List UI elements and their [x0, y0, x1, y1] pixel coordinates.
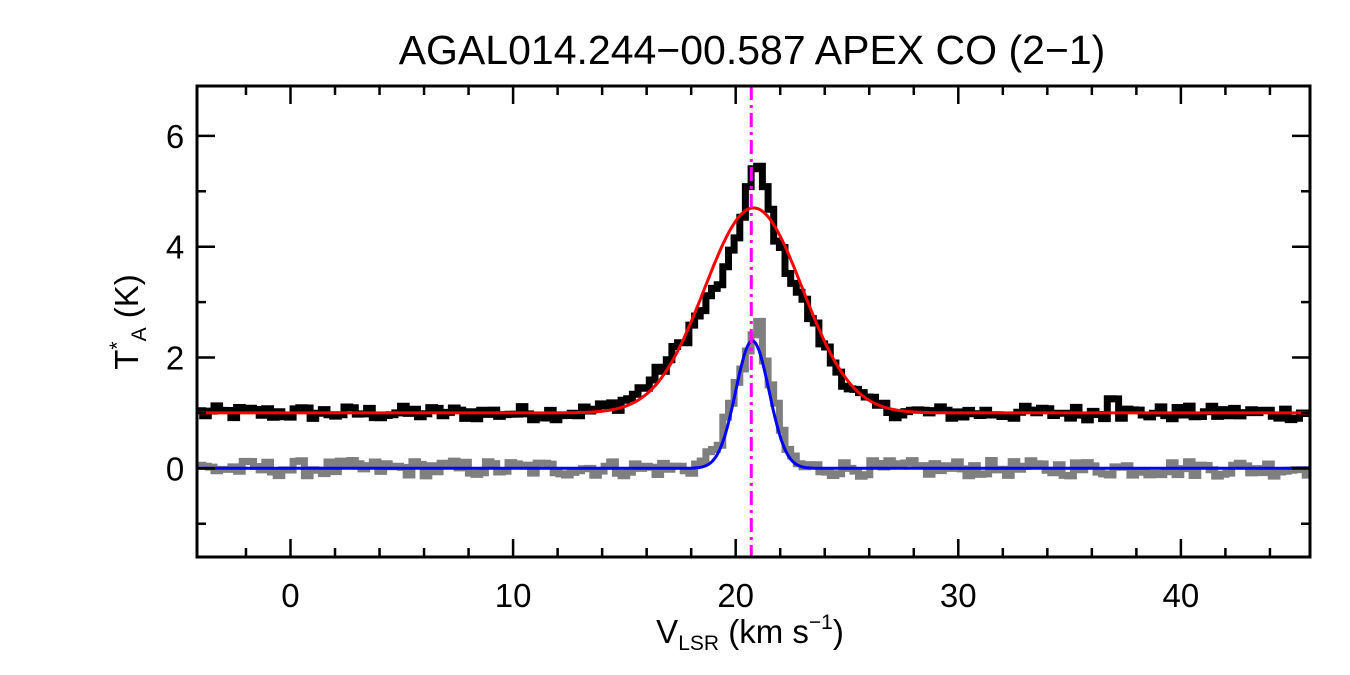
x-axis: 0 10 20 30 40 — [244, 86, 1272, 614]
red-gaussian-fit — [197, 206, 1310, 415]
y-tick-label: 6 — [166, 118, 184, 155]
x-axis-label-main: V — [656, 613, 678, 650]
x-tick-label: 20 — [717, 577, 754, 614]
x-axis-label-close: ) — [833, 613, 844, 650]
chart-title: AGAL014.244−00.587 APEX CO (2−1) — [399, 27, 1106, 73]
x-tick-label: 40 — [1163, 577, 1200, 614]
y-tick-label: 4 — [166, 229, 184, 266]
y-axis-label-main: T — [108, 350, 145, 370]
x-tick-label: 30 — [940, 577, 977, 614]
gray-histogram-series — [197, 317, 1310, 480]
black-spectrum-line — [197, 162, 1310, 424]
x-axis-label-sub: LSR — [678, 632, 719, 655]
x-axis-label: VLSR (km s−1) — [656, 611, 844, 655]
y-axis-label-unit: (K) — [108, 274, 145, 327]
y-axis-label-sub: A — [128, 327, 151, 341]
black-histogram-series — [197, 162, 1310, 424]
red-fit-line — [197, 206, 1310, 415]
y-axis: 0 2 4 6 — [166, 118, 1310, 526]
blue-gaussian-fit — [197, 339, 1310, 470]
y-tick-label: 2 — [166, 340, 184, 377]
x-axis-label-unit: (km s — [719, 613, 809, 650]
plot-frame — [195, 84, 1312, 559]
plot-area — [197, 86, 1310, 557]
x-tick-label: 10 — [495, 577, 532, 614]
y-axis-label: T*A (K) — [106, 274, 151, 370]
x-tick-label: 0 — [281, 577, 299, 614]
blue-fit-line — [197, 339, 1310, 470]
y-axis-label-sup: * — [106, 341, 129, 349]
gray-spectrum-line — [197, 317, 1310, 480]
y-tick-label: 0 — [166, 450, 184, 487]
x-axis-label-sup: −1 — [809, 611, 833, 634]
